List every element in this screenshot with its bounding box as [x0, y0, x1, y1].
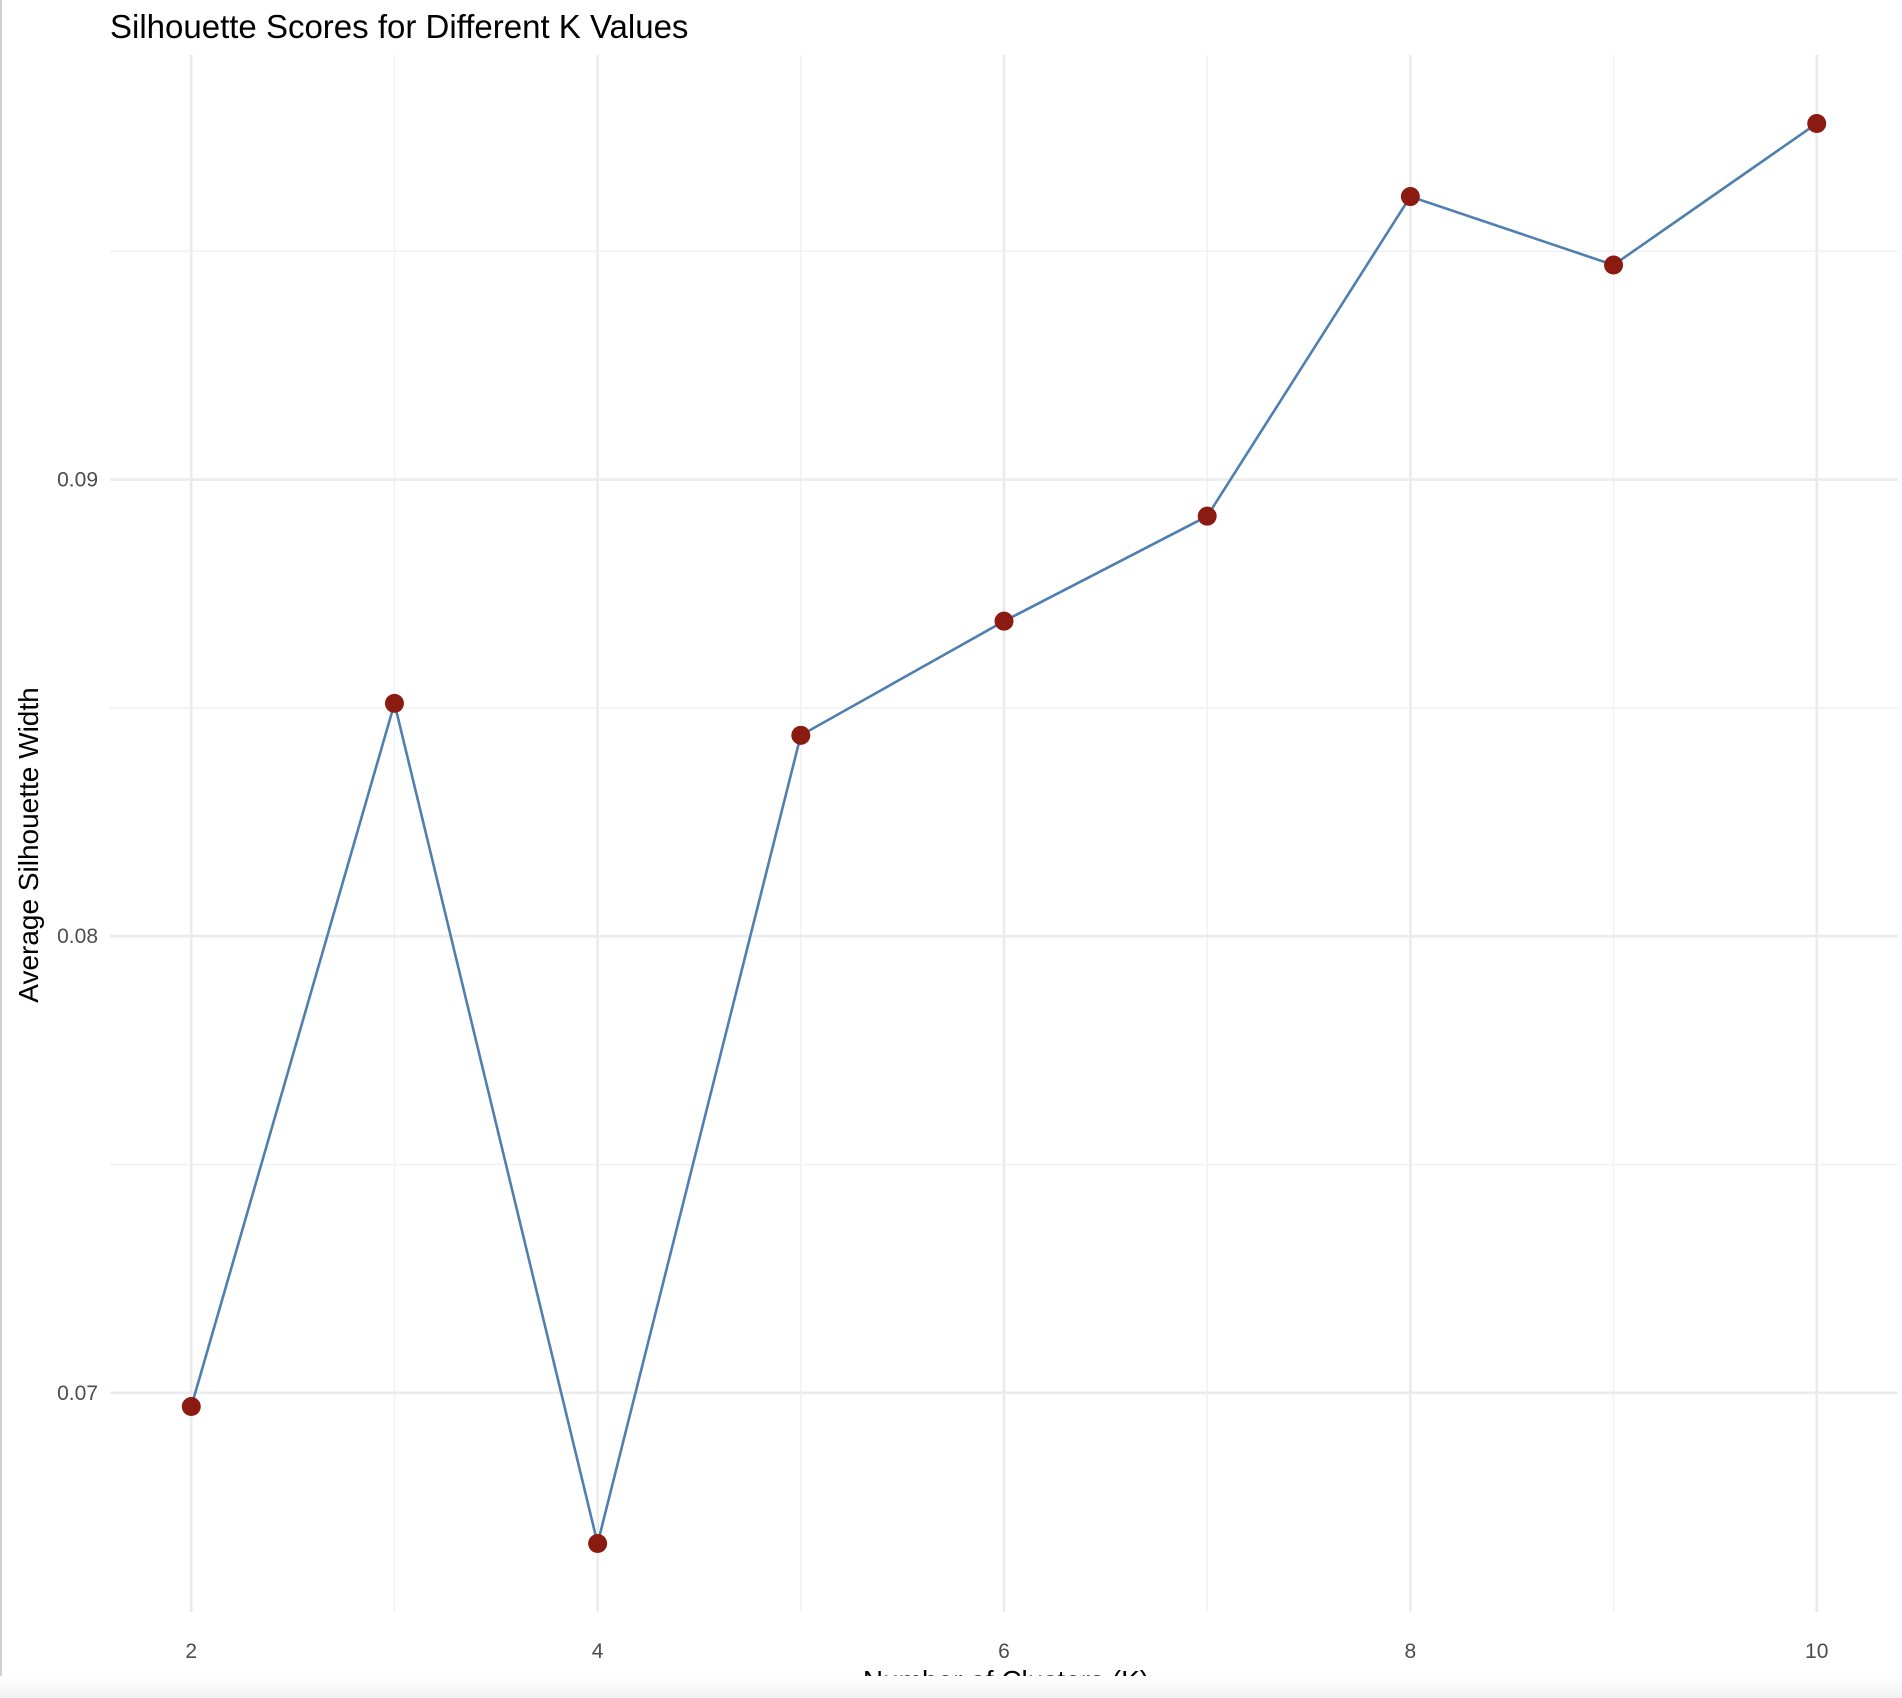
data-point-k10	[1807, 113, 1827, 133]
x-tick-label: 10	[1805, 1640, 1828, 1663]
chart-title: Silhouette Scores for Different K Values	[110, 8, 688, 45]
window-left-border	[0, 0, 2, 1698]
data-point-k6	[994, 611, 1014, 631]
x-tick-label: 6	[998, 1640, 1010, 1663]
y-axis-title: Average Silhouette Width	[13, 687, 44, 1002]
y-axis-tick-labels: 0.07 0.08 0.09	[57, 469, 98, 1405]
y-tick-label: 0.09	[57, 469, 98, 492]
data-points	[181, 113, 1827, 1554]
grid-lines	[110, 55, 1898, 1612]
y-tick-label: 0.07	[57, 1382, 98, 1405]
data-point-k3	[384, 693, 404, 713]
data-point-k2	[181, 1397, 201, 1417]
x-tick-label: 8	[1405, 1640, 1417, 1663]
y-tick-label: 0.08	[57, 925, 98, 948]
x-axis-tick-labels: 2 4 6 8 10	[185, 1640, 1828, 1663]
x-tick-label: 2	[185, 1640, 197, 1663]
x-tick-label: 4	[592, 1640, 604, 1663]
data-point-k5	[791, 725, 811, 745]
data-point-k8	[1400, 187, 1420, 207]
data-point-k4	[588, 1534, 608, 1554]
data-point-k7	[1197, 506, 1217, 526]
window-bottom-edge	[0, 1676, 1902, 1698]
data-point-k9	[1604, 255, 1624, 275]
